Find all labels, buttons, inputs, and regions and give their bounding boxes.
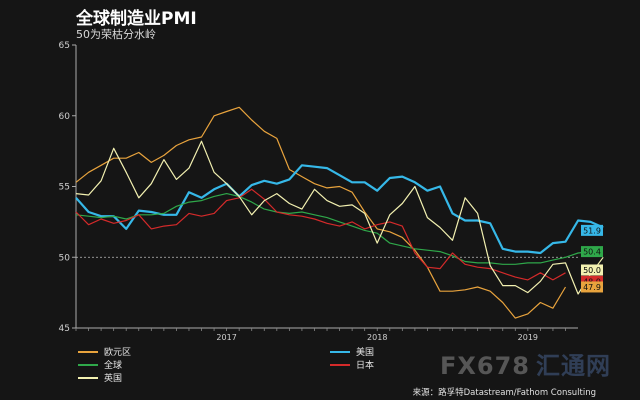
y-tick-label: 50 [59,253,71,263]
series-line-uk [75,140,604,295]
legend-swatch-eurozone [78,350,98,353]
end-label-global: 50.4 [583,248,601,257]
legend-swatch-uk [78,376,98,379]
end-label-box-global [581,246,603,258]
legend-label-uk: 英国 [104,374,123,384]
legend-swatch-us [330,350,350,353]
end-label-uk: 50.0 [583,266,601,275]
y-tick-label: 45 [59,324,70,334]
legend-item-japan: 日本 [330,358,374,371]
legend-label-global: 全球 [104,361,123,371]
end-label-eurozone: 47.9 [583,283,601,292]
legend-item-us: 美国 [330,345,374,358]
y-tick-label: 65 [59,41,70,51]
legend-swatch-japan [330,363,350,366]
x-tick-label: 2017 [216,333,236,342]
end-label-us: 51.9 [583,226,601,235]
legend-item-global: 全球 [78,358,122,371]
series-line-us [75,164,604,255]
source-note: 来源：路孚特Datastream/Fathom Consulting [412,388,596,398]
series-line-eurozone [75,106,567,319]
legend-item-uk: 英国 [78,371,122,384]
end-label-box-japan [581,275,603,287]
watermark-cn: 汇通网 [536,352,611,380]
end-label-box-us [581,224,603,236]
chart-subtitle: 50为荣枯分水岭 [76,28,156,41]
watermark-brand: FX678 [440,352,530,380]
fx678-watermark: FX678 汇通网 [440,346,611,381]
legend-label-japan: 日本 [356,361,375,371]
x-tick-label: 2018 [367,333,387,342]
legend-label-eurozone: 欧元区 [104,348,132,358]
legend-label-us: 美国 [356,348,375,358]
y-tick-label: 60 [59,112,71,122]
legend-swatch-global [78,363,98,366]
end-label-box-uk [581,264,603,276]
chart-title: 全球制造业PMI [76,9,197,29]
x-tick-label: 2019 [518,333,538,342]
end-label-box-eurozone [581,281,603,293]
series-line-global [75,193,591,265]
y-tick-label: 55 [59,183,70,193]
legend-item-eurozone: 欧元区 [78,345,131,358]
series-line-japan [75,188,566,281]
